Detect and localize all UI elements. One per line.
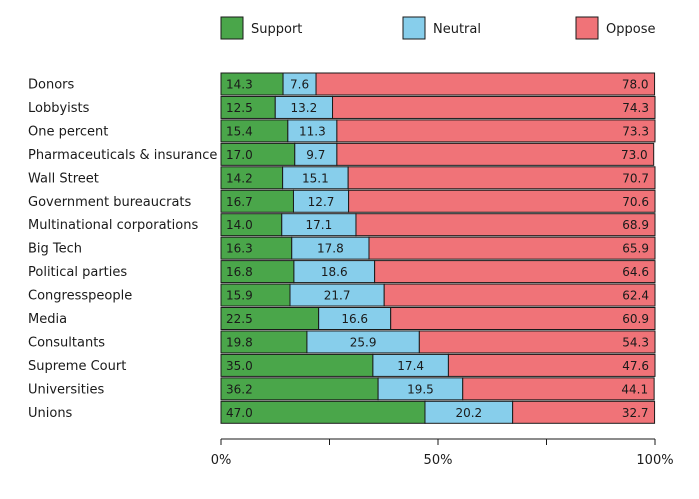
data-label-support: 47.0 (226, 406, 253, 420)
legend-swatch-oppose (575, 16, 599, 40)
category-label: Political parties (28, 265, 127, 280)
data-label-support: 14.3 (226, 78, 253, 92)
data-label-support: 16.8 (226, 265, 253, 279)
data-label-neutral: 13.2 (291, 101, 318, 115)
bar-segment-oppose (447, 353, 656, 377)
data-label-oppose: 70.7 (622, 171, 649, 185)
bar-segment-oppose (336, 142, 655, 166)
bar-segment-oppose (374, 260, 656, 284)
category-label: Universities (28, 382, 104, 397)
category-label: Consultants (28, 335, 105, 350)
legend-label-neutral: Neutral (433, 22, 481, 37)
category-label: Pharmaceuticals & insurance (28, 148, 217, 163)
data-label-neutral: 16.6 (341, 312, 368, 326)
data-label-neutral: 12.7 (308, 195, 335, 209)
data-label-oppose: 70.6 (622, 195, 649, 209)
category-label: Multinational corporations (28, 218, 198, 233)
data-label-neutral: 17.8 (317, 242, 344, 256)
data-label-oppose: 62.4 (622, 289, 649, 303)
data-label-support: 15.9 (226, 289, 253, 303)
category-label: Big Tech (28, 242, 82, 257)
data-label-oppose: 32.7 (622, 406, 649, 420)
data-label-support: 22.5 (226, 312, 253, 326)
data-label-neutral: 25.9 (350, 335, 377, 349)
bar-segment-oppose (383, 283, 656, 307)
x-tick-label: 50% (424, 453, 453, 468)
data-label-neutral: 11.3 (299, 124, 326, 138)
bar-segment-oppose (418, 330, 656, 354)
data-label-support: 36.2 (226, 382, 253, 396)
bar-segment-oppose (512, 400, 656, 424)
category-labels: Donors Lobbyists One percent Pharmaceutical… (28, 78, 217, 421)
legend-swatch-neutral (402, 16, 426, 40)
category-label: Government bureaucrats (28, 195, 192, 210)
data-label-support: 35.0 (226, 359, 253, 373)
data-label-oppose: 60.9 (622, 312, 649, 326)
data-label-support: 19.8 (226, 335, 253, 349)
category-label: Congresspeople (28, 289, 132, 304)
category-label: Lobbyists (28, 101, 90, 116)
x-tick-label: 0% (211, 453, 232, 468)
bar-segment-oppose (348, 189, 656, 213)
data-label-oppose: 68.9 (622, 218, 649, 232)
data-label-support: 15.4 (226, 124, 253, 138)
x-axis: 0% 50% 100% (211, 438, 674, 468)
data-label-support: 12.5 (226, 101, 253, 115)
category-label: Unions (28, 406, 73, 421)
data-label-oppose: 64.6 (622, 265, 649, 279)
data-label-oppose: 65.9 (622, 242, 649, 256)
legend-label-oppose: Oppose (606, 22, 655, 37)
data-label-support: 16.7 (226, 195, 253, 209)
data-label-oppose: 73.3 (622, 124, 649, 138)
data-label-neutral: 21.7 (324, 289, 351, 303)
data-label-oppose: 47.6 (622, 359, 649, 373)
bar-segment-oppose (336, 119, 656, 143)
category-label: One percent (28, 124, 108, 139)
data-label-support: 17.0 (226, 148, 253, 162)
category-label: Wall Street (28, 171, 99, 186)
bar-segment-oppose (462, 377, 655, 401)
category-label: Donors (28, 78, 75, 93)
legend-swatch-support (220, 16, 244, 40)
bar-segment-oppose (315, 72, 656, 96)
data-label-oppose: 44.1 (621, 382, 648, 396)
bar-segment-oppose (355, 213, 656, 237)
data-label-oppose: 73.0 (621, 148, 648, 162)
data-label-support: 14.2 (226, 171, 253, 185)
data-label-neutral: 17.4 (397, 359, 424, 373)
legend: Support Neutral Oppose (220, 16, 655, 40)
bar-segment-oppose (332, 95, 656, 119)
data-label-oppose: 78.0 (622, 78, 649, 92)
data-label-neutral: 20.2 (455, 406, 482, 420)
data-label-neutral: 15.1 (302, 171, 329, 185)
data-label-neutral: 7.6 (290, 78, 309, 92)
bars: 14.3 7.6 78.0 12.5 13.2 74.3 15.4 11.3 73.3 17.0 9… (220, 72, 656, 424)
data-label-neutral: 17.1 (306, 218, 333, 232)
data-label-oppose: 54.3 (622, 335, 649, 349)
bar-segment-oppose (347, 166, 656, 190)
data-label-support: 16.3 (226, 242, 253, 256)
data-label-neutral: 9.7 (306, 148, 325, 162)
category-label: Media (28, 312, 67, 327)
bar-segment-oppose (390, 307, 656, 330)
category-label: Supreme Court (28, 359, 126, 374)
data-label-support: 14.0 (226, 218, 253, 232)
data-label-neutral: 19.5 (407, 382, 434, 396)
data-label-neutral: 18.6 (321, 265, 348, 279)
bar-segment-oppose (368, 236, 656, 260)
x-tick-label: 100% (636, 453, 673, 468)
data-label-oppose: 74.3 (622, 101, 649, 115)
legend-label-support: Support (251, 22, 302, 37)
